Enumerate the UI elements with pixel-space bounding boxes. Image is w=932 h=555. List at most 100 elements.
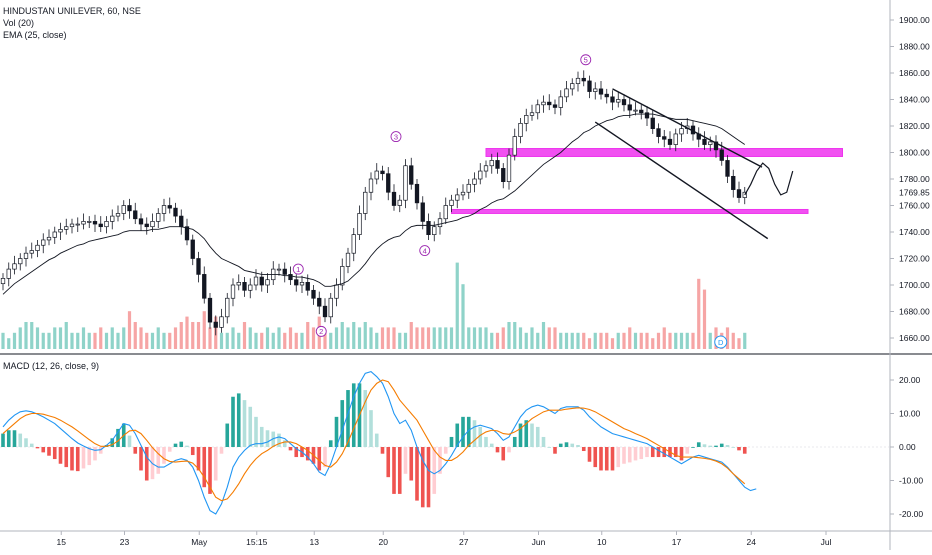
candle-body <box>87 221 91 222</box>
volume-bar <box>168 333 171 349</box>
macd-histogram-bar <box>697 442 701 447</box>
resistance-zone <box>452 209 809 213</box>
time-tick-label: May <box>191 537 208 547</box>
price-tick-label: 1800.00 <box>899 148 930 158</box>
macd-histogram-bar <box>507 447 511 452</box>
volume-bar <box>732 333 735 349</box>
candle-body <box>674 134 678 145</box>
volume-bar <box>226 333 229 349</box>
macd-histogram-bar <box>530 424 534 447</box>
candle-body <box>191 240 195 259</box>
legend-ema: EMA (25, close) <box>3 29 67 41</box>
candle-body <box>369 179 373 192</box>
volume-bar <box>13 333 16 349</box>
macd-histogram-bar <box>47 447 51 456</box>
macd-histogram-bar <box>225 424 229 447</box>
volume-bar <box>588 338 591 349</box>
macd-tick-label: -20.00 <box>899 509 923 519</box>
price-tick-label: 1840.00 <box>899 95 930 105</box>
price-tick-label: 1820.00 <box>899 121 930 131</box>
macd-histogram-bar <box>237 393 241 447</box>
volume-bar <box>519 327 522 349</box>
candle-body <box>490 160 494 165</box>
volume-bar <box>444 327 447 349</box>
candle-body <box>363 192 367 213</box>
macd-histogram-bar <box>588 447 592 462</box>
candle-body <box>306 282 310 290</box>
macd-histogram-bar <box>565 442 569 447</box>
candle-body <box>162 206 166 214</box>
volume-bar <box>553 327 556 349</box>
volume-bar <box>622 333 625 349</box>
candle-body <box>237 282 241 285</box>
macd-histogram-bar <box>202 447 206 487</box>
volume-bar <box>295 333 298 349</box>
macd-histogram-bar <box>611 447 615 470</box>
macd-histogram-bar <box>553 447 557 454</box>
time-tick-label: 23 <box>120 537 130 547</box>
volume-bar <box>663 327 666 349</box>
macd-histogram-bar <box>87 447 91 465</box>
candle-body <box>409 166 413 185</box>
candle-body <box>243 282 247 290</box>
legend-volume: Vol (20) <box>3 17 34 29</box>
volume-bar <box>559 333 562 349</box>
macd-histogram-bar <box>409 447 413 481</box>
volume-bar <box>99 327 102 349</box>
macd-histogram-bar <box>731 447 735 448</box>
macd-histogram-bar <box>444 447 448 454</box>
candle-body <box>547 102 551 105</box>
candle-body <box>346 253 350 266</box>
macd-histogram-bar <box>30 444 34 447</box>
candle-body <box>294 280 298 285</box>
volume-bar <box>162 333 165 349</box>
volume-bar <box>266 327 269 349</box>
macd-histogram-bar <box>703 444 707 447</box>
candle-body <box>386 174 390 193</box>
legend-macd: MACD (12, 26, close, 9) <box>3 360 99 372</box>
volume-bar <box>415 327 418 349</box>
volume-bar <box>507 322 510 349</box>
candle-body <box>70 224 74 227</box>
macd-histogram-bar <box>547 447 551 448</box>
macd-histogram-bar <box>162 447 166 464</box>
volume-bar <box>59 327 62 349</box>
candle-body <box>398 200 402 205</box>
candle-body <box>59 229 63 232</box>
macd-histogram-bar <box>685 447 689 454</box>
macd-histogram-bar <box>628 447 632 462</box>
candle-body <box>473 179 477 184</box>
volume-bar <box>404 333 407 349</box>
macd-histogram-bar <box>691 447 695 448</box>
macd-histogram-bar <box>133 447 137 454</box>
volume-bar <box>65 322 68 349</box>
volume-bar <box>668 333 671 349</box>
candle-body <box>30 251 34 254</box>
candle-body <box>455 195 459 200</box>
candle-body <box>36 245 40 250</box>
candle-body <box>444 206 448 219</box>
candle-body <box>662 137 666 140</box>
candle-body <box>668 139 672 144</box>
volume-bar <box>392 327 395 349</box>
macd-histogram-bar <box>461 417 465 447</box>
candle-body <box>438 219 442 227</box>
volume-bar <box>628 327 631 349</box>
volume-bar <box>513 322 516 349</box>
macd-histogram-bar <box>622 447 626 464</box>
candle-body <box>99 224 103 227</box>
candle-body <box>542 102 546 105</box>
volume-bar <box>272 333 275 349</box>
volume-bar <box>691 333 694 349</box>
volume-bar <box>197 322 200 349</box>
volume-bar <box>185 317 188 349</box>
candle-body <box>553 105 557 108</box>
macd-histogram-bar <box>743 447 747 454</box>
candle-body <box>335 285 339 298</box>
macd-histogram-bar <box>168 447 172 452</box>
candle-body <box>340 266 344 285</box>
volume-bar <box>605 333 608 349</box>
candle-body <box>24 253 28 258</box>
candle-body <box>731 176 735 189</box>
